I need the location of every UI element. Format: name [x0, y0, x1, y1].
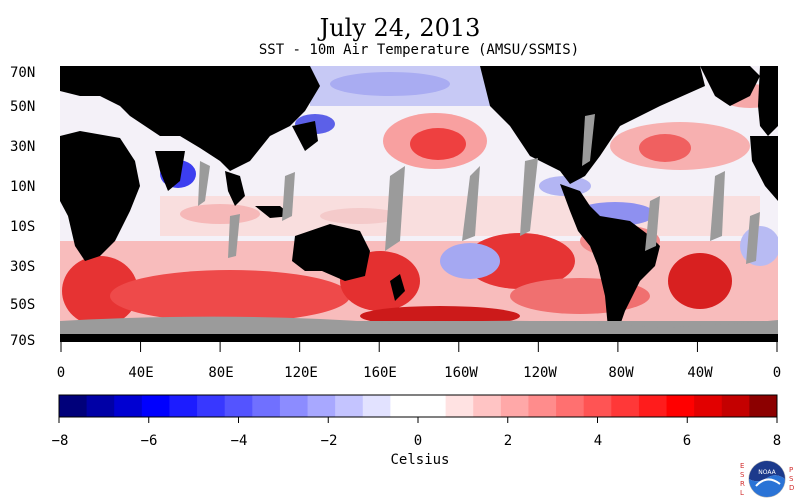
colorbar-swatch — [362, 395, 391, 417]
colorbar-tick-label: −4 — [230, 433, 248, 449]
colorbar-tick-label: 2 — [503, 433, 513, 449]
lon-label-80e: 80E — [208, 365, 234, 381]
lat-label-50s: 50S — [10, 297, 36, 313]
colorbar-swatch — [86, 395, 115, 417]
lat-label-30n: 30N — [10, 139, 36, 155]
map-subtitle: SST - 10m Air Temperature (AMSU/SSMIS) — [258, 42, 580, 58]
colorbar-swatch — [500, 395, 529, 417]
colorbar-tick-label: 8 — [772, 433, 782, 449]
lon-label-160e: 160E — [363, 365, 397, 381]
colorbar-tick-label: 0 — [413, 433, 423, 449]
map-title: July 24, 2013 — [319, 14, 481, 42]
colorbar-swatch — [224, 395, 253, 417]
colorbar-swatch — [390, 395, 419, 417]
colorbar-swatch — [473, 395, 502, 417]
colorbar-swatches — [59, 395, 778, 417]
svg-text:E: E — [740, 462, 744, 470]
colorbar-swatch — [638, 395, 668, 417]
colorbar-swatch — [252, 395, 281, 417]
lon-label-40w: 40W — [687, 365, 713, 381]
anomaly-patches — [60, 66, 778, 326]
svg-text:S: S — [789, 475, 794, 483]
svg-text:L: L — [740, 489, 744, 497]
lat-label-10s: 10S — [10, 219, 36, 235]
colorbar-swatch — [59, 395, 88, 417]
colorbar-ticks — [58, 417, 778, 423]
colorbar — [58, 394, 778, 423]
colorbar-tick-label: 4 — [593, 433, 603, 449]
colorbar-swatch — [335, 395, 364, 417]
svg-text:S: S — [740, 471, 745, 479]
sst-anomaly-map — [60, 66, 778, 342]
lat-label-50n: 50N — [10, 99, 36, 115]
colorbar-swatch — [721, 395, 750, 417]
colorbar-swatch — [583, 395, 612, 417]
colorbar-swatch — [611, 395, 640, 417]
colorbar-swatch — [556, 395, 585, 417]
lon-label-120e: 120E — [284, 365, 318, 381]
colorbar-swatch — [694, 395, 723, 417]
lat-label-70n: 70N — [10, 65, 36, 81]
no-data — [60, 114, 778, 334]
colorbar-tick-label: −6 — [140, 433, 158, 449]
colorbar-swatch — [749, 395, 778, 417]
colorbar-swatch — [528, 395, 557, 417]
colorbar-swatch — [169, 395, 198, 417]
colorbar-label: Celsius — [390, 452, 450, 468]
land — [60, 66, 778, 342]
lon-label-80w: 80W — [608, 365, 634, 381]
svg-text:D: D — [789, 484, 794, 492]
colorbar-tick-label: −2 — [320, 433, 338, 449]
lat-label-30s: 30S — [10, 259, 36, 275]
colorbar-swatch — [418, 395, 447, 417]
colorbar-swatch — [141, 395, 170, 417]
lat-label-70s: 70S — [10, 333, 36, 349]
noaa-esrl-psd-logo: NOAA E S R L P S D — [740, 460, 794, 498]
lon-label-0-end: 0 — [772, 365, 782, 381]
lon-ticks — [60, 342, 778, 352]
colorbar-swatch — [666, 395, 695, 417]
lon-label-0: 0 — [56, 365, 66, 381]
lon-label-120w: 120W — [523, 365, 557, 381]
colorbar-tick-label: 6 — [682, 433, 692, 449]
svg-text:P: P — [789, 466, 793, 474]
colorbar-swatch — [307, 395, 336, 417]
lon-axis — [60, 342, 778, 352]
lon-label-160w: 160W — [444, 365, 478, 381]
lon-label-40e: 40E — [128, 365, 154, 381]
colorbar-swatch — [279, 395, 309, 417]
colorbar-tick-label: −8 — [51, 433, 69, 449]
colorbar-swatch — [114, 395, 143, 417]
svg-text:R: R — [740, 480, 745, 488]
svg-text:NOAA: NOAA — [758, 469, 776, 476]
lat-label-10n: 10N — [10, 179, 36, 195]
colorbar-swatch — [197, 395, 226, 417]
colorbar-swatch — [445, 395, 474, 417]
